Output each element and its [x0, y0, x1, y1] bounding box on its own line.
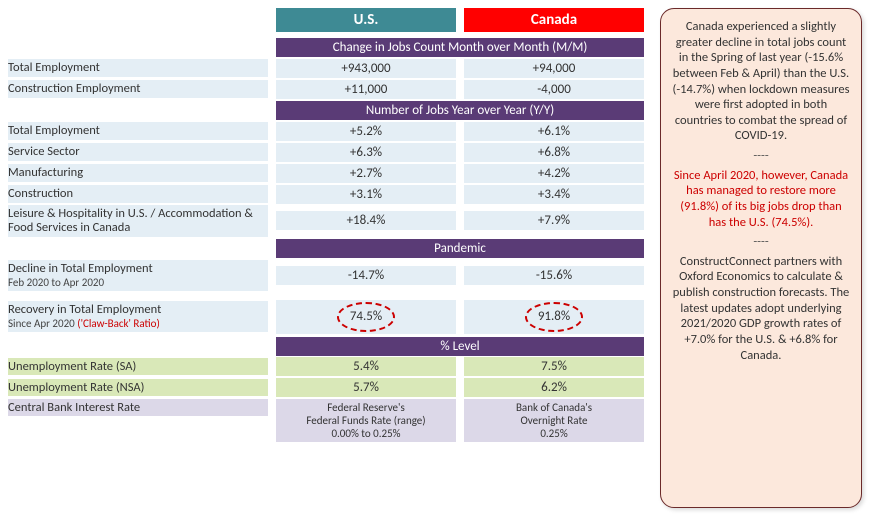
circled-ca: 91.8%: [525, 302, 583, 332]
canada-header: Canada: [464, 8, 644, 32]
ca-value: +3.4%: [464, 185, 644, 204]
cbir-us-l3: 0.00% to 0.25%: [331, 427, 400, 440]
decline-sub: Feb 2020 to Apr 2020: [8, 276, 104, 289]
us-value: +6.3%: [276, 143, 456, 162]
row-label: Manufacturing: [8, 164, 268, 182]
table-row: Unemployment Rate (SA) 5.4% 7.5%: [8, 357, 648, 377]
recovery-sub-prefix: Since Apr 2020: [8, 317, 77, 330]
sidebar-sep: ----: [671, 234, 851, 250]
cbir-ca-l2: Overnight Rate: [521, 414, 588, 427]
table-row: Manufacturing +2.7% +4.2%: [8, 163, 648, 183]
section-level-header: % Level: [276, 337, 644, 356]
us-value: Federal Reserve's Federal Funds Rate (ra…: [276, 399, 456, 443]
ca-value: +6.8%: [464, 143, 644, 162]
ca-value: +94,000: [464, 59, 644, 78]
table-row: Service Sector +6.3% +6.8%: [8, 142, 648, 162]
cbir-us-l2: Federal Funds Rate (range): [306, 414, 425, 427]
row-label: Total Employment: [8, 59, 268, 77]
sidebar-sep: ----: [671, 148, 851, 164]
commentary-sidebar: Canada experienced a slightly greater de…: [660, 8, 862, 508]
table-row: Construction +3.1% +3.4%: [8, 184, 648, 204]
ca-value: -15.6%: [464, 266, 644, 285]
us-value: -14.7%: [276, 266, 456, 285]
row-label: Construction: [8, 185, 268, 203]
ca-value: +4.2%: [464, 164, 644, 183]
us-value: 5.4%: [276, 357, 456, 376]
us-value: 5.7%: [276, 378, 456, 397]
ca-value: 91.8%: [464, 300, 644, 334]
table-row: Total Employment +943,000 +94,000: [8, 58, 648, 78]
table-row: Construction Employment +11,000 -4,000: [8, 79, 648, 99]
section-pandemic-header: Pandemic: [276, 239, 644, 258]
row-label: Service Sector: [8, 143, 268, 161]
table-row: Recovery in Total Employment Since Apr 2…: [8, 299, 648, 335]
us-value: +2.7%: [276, 164, 456, 183]
us-value: +943,000: [276, 59, 456, 78]
row-label: Decline in Total Employment Feb 2020 to …: [8, 260, 268, 292]
row-label: Unemployment Rate (SA): [8, 358, 268, 376]
section-mom-header: Change in Jobs Count Month over Month (M…: [276, 38, 644, 57]
sidebar-p3: ConstructConnect partners with Oxford Ec…: [671, 254, 851, 363]
recovery-sub-red: ('Claw-Back' Ratio): [77, 317, 160, 330]
us-header: U.S.: [276, 8, 456, 32]
row-label: Leisure & Hospitality in U.S. / Accommod…: [8, 205, 268, 237]
us-value: +18.4%: [276, 211, 456, 230]
comparison-table: U.S. Canada Change in Jobs Count Month o…: [8, 8, 648, 508]
ca-value: +7.9%: [464, 211, 644, 230]
ca-value: 6.2%: [464, 378, 644, 397]
ca-value: -4,000: [464, 80, 644, 99]
row-label: Central Bank Interest Rate: [8, 399, 268, 417]
row-label: Unemployment Rate (NSA): [8, 379, 268, 397]
sidebar-p2: Since April 2020, however, Canada has ma…: [671, 168, 851, 231]
us-value: +5.2%: [276, 122, 456, 141]
us-value: +11,000: [276, 80, 456, 99]
ca-value: Bank of Canada's Overnight Rate 0.25%: [464, 399, 644, 443]
cbir-us-l1: Federal Reserve's: [327, 401, 405, 414]
us-value: +3.1%: [276, 185, 456, 204]
row-label: Recovery in Total Employment Since Apr 2…: [8, 301, 268, 333]
table-row: Unemployment Rate (NSA) 5.7% 6.2%: [8, 378, 648, 398]
cbir-ca-l3: 0.25%: [540, 427, 567, 440]
ca-value: 7.5%: [464, 357, 644, 376]
sidebar-p1: Canada experienced a slightly greater de…: [671, 19, 851, 144]
table-row: Decline in Total Employment Feb 2020 to …: [8, 259, 648, 293]
table-row: Total Employment +5.2% +6.1%: [8, 121, 648, 141]
circled-us: 74.5%: [337, 302, 395, 332]
recovery-label: Recovery in Total Employment: [8, 302, 161, 317]
cbir-ca-l1: Bank of Canada's: [516, 401, 592, 414]
decline-label: Decline in Total Employment: [8, 261, 153, 276]
country-header-row: U.S. Canada: [8, 8, 648, 32]
us-value: 74.5%: [276, 300, 456, 334]
table-row: Central Bank Interest Rate Federal Reser…: [8, 399, 648, 447]
table-row: Leisure & Hospitality in U.S. / Accommod…: [8, 205, 648, 237]
row-label: Total Employment: [8, 122, 268, 140]
ca-value: +6.1%: [464, 122, 644, 141]
row-label: Construction Employment: [8, 80, 268, 98]
section-yoy-header: Number of Jobs Year over Year (Y/Y): [276, 101, 644, 120]
